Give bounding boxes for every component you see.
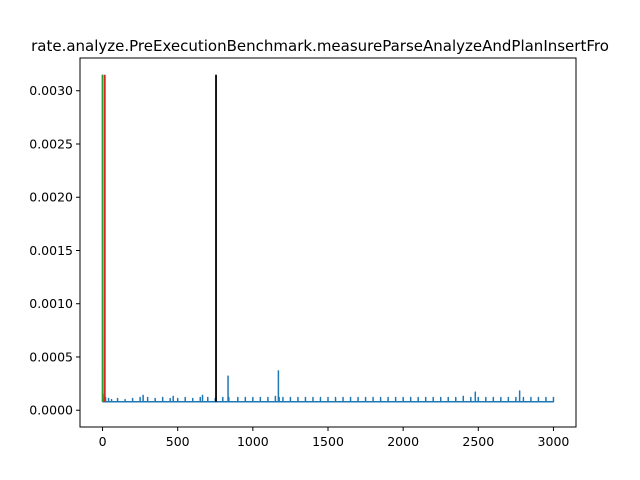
y-tick-label: 0.0000 [29, 403, 73, 418]
y-tick-label: 0.0010 [29, 296, 73, 311]
y-tick-label: 0.0020 [29, 190, 73, 205]
plot-area [79, 57, 577, 428]
vertical-lines [101, 74, 217, 402]
chart-title: rate.analyze.PreExecutionBenchmark.measu… [31, 37, 609, 55]
x-tick-label: 3000 [538, 434, 570, 449]
x-tick-label: 1000 [237, 434, 269, 449]
axes-frame [79, 57, 577, 428]
x-tick-label: 2500 [462, 434, 494, 449]
x-tick-label: 0 [99, 434, 107, 449]
y-tick-label: 0.0005 [29, 349, 73, 364]
y-tick-label: 0.0025 [29, 136, 73, 151]
series-line [101, 74, 555, 403]
x-tick-label: 1500 [312, 434, 344, 449]
y-tick-label: 0.0030 [29, 83, 73, 98]
x-axis: 0 500 1000 1500 2000 2500 3000 [99, 427, 570, 449]
y-axis: 0.0000 0.0005 0.0010 0.0015 0.0020 0.0025 0.00… [29, 83, 80, 418]
x-tick-label: 500 [166, 434, 190, 449]
series-layer [101, 74, 555, 403]
y-tick-label: 0.0015 [29, 243, 73, 258]
x-tick-label: 2000 [387, 434, 419, 449]
